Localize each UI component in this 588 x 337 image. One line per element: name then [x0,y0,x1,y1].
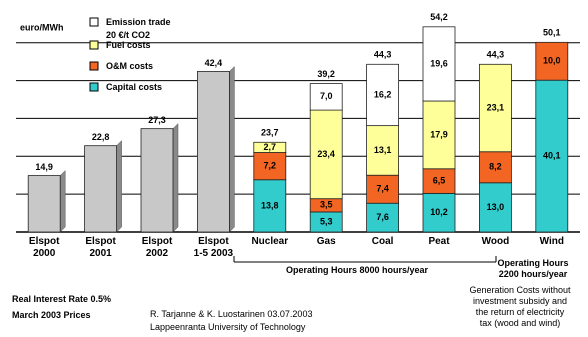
legend-swatch [89,61,99,71]
bar [253,152,287,181]
bar [535,79,569,233]
annotation: Generation Costs without investment subs… [469,285,571,328]
total-label: 44,3 [374,50,392,60]
value-label: 5,3 [320,216,333,226]
bar [309,109,343,200]
bar-side [116,140,122,233]
x-tick-label: Wood [481,236,510,247]
annotation: R. Tarjanne & K. Luostarinen 03.07.2003 [150,309,313,319]
bar [422,26,456,102]
x-tick-label: Nuclear [251,236,289,247]
value-label: 16,2 [374,89,392,99]
annotation: Operating Hours 8000 hours/year [286,265,429,275]
legend-label: Capital costs [106,82,163,92]
value-label: 22,8 [92,132,110,142]
legend-swatch [89,17,99,27]
x-tick-label: Elspot 2001 [85,236,116,259]
bar [366,174,400,204]
bar [478,63,512,153]
x-tick-label: Wind [539,236,564,247]
value-label: 27,3 [148,115,166,125]
value-label: 7,4 [376,184,389,194]
value-label: 10,0 [543,56,561,66]
value-label: 23,1 [487,102,505,112]
value-label: 7,0 [320,91,333,101]
total-label: 44,3 [487,50,505,60]
value-label: 13,0 [487,202,505,212]
value-label: 14,9 [35,162,53,172]
bar [140,128,174,233]
bar [253,141,287,153]
bar [422,192,456,233]
annotation: March 2003 Prices [12,310,91,320]
total-label: 50,1 [543,28,561,38]
bar [366,125,400,176]
value-label: 2,7 [264,142,277,152]
value-label: 3,5 [320,200,333,210]
value-label: 13,8 [261,200,279,210]
bar-side [229,65,235,233]
bar [253,179,287,233]
legend-label: Emission trade 20 €/t CO2 [106,17,171,40]
bar-side [172,123,179,233]
value-label: 6,5 [433,175,446,185]
y-axis-label: euro/MWh [20,22,64,32]
x-tick-label: Gas [316,236,336,247]
bar [478,151,512,184]
legend-label: O&M costs [106,61,154,71]
bar [196,71,230,233]
annotation: Lappeenranta University of Technology [150,322,306,332]
bar [366,202,400,233]
value-label: 10,2 [430,207,448,217]
x-tick-label: Elspot 2002 [141,236,173,259]
value-label: 7,6 [376,212,389,222]
legend [86,15,182,101]
value-label: 42,4 [205,58,223,68]
bar [309,83,343,111]
legend-swatch [89,40,99,50]
total-label: 39,2 [317,69,335,79]
total-label: 54,2 [430,12,448,22]
value-label: 17,9 [430,129,448,139]
value-label: 19,6 [430,58,448,68]
x-tick-label: Elspot 2000 [28,236,60,259]
value-label: 40,1 [543,150,561,160]
bar [366,63,400,127]
x-tick-label: Elspot 1-5 2003 [193,236,234,259]
bar [84,145,117,233]
bar [535,41,569,81]
annotation: Real Interest Rate 0.5% [12,294,112,304]
value-label: 23,4 [317,149,335,159]
legend-swatch [89,82,99,92]
annotation: Operating Hours 2200 hours/year [497,258,569,279]
bar-side [59,169,66,233]
value-label: 13,1 [374,145,392,155]
x-tick-label: Coal [371,236,394,247]
bar [422,168,456,194]
value-label: 7,2 [264,161,277,171]
total-label: 23,7 [261,128,279,138]
legend-label: Fuel costs [106,40,151,50]
bar [27,175,61,233]
x-tick-label: Peat [428,236,450,247]
value-label: 8,2 [489,162,502,172]
